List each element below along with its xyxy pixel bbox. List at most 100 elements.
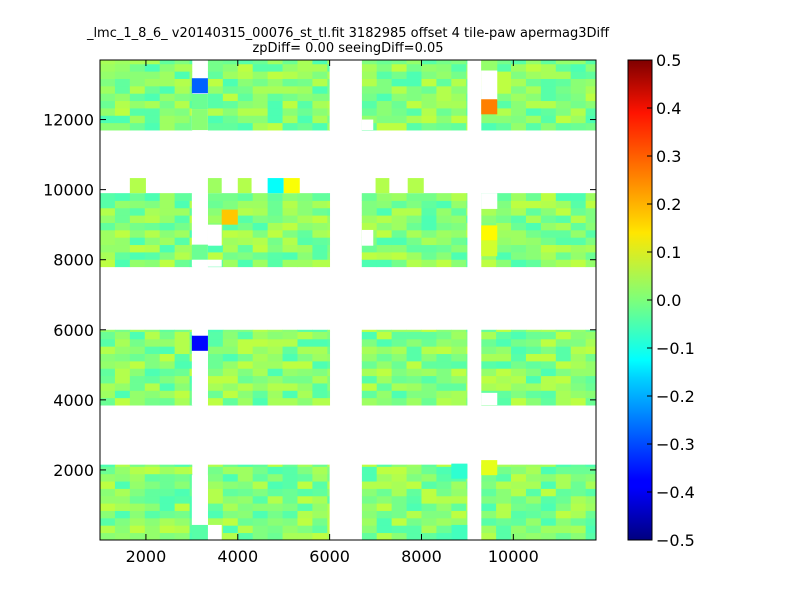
heatmap-tile	[327, 397, 331, 406]
heatmap-tile	[174, 338, 190, 347]
heatmap-tile	[570, 525, 587, 534]
heatmap-tile	[391, 525, 407, 534]
heatmap-tile	[100, 229, 116, 238]
heatmap-tile	[466, 63, 468, 72]
heatmap-tile	[174, 122, 190, 131]
heatmap-tile	[327, 108, 331, 116]
heatmap-tile	[144, 331, 161, 340]
heatmap-tile	[282, 60, 298, 65]
heatmap-tile	[466, 193, 468, 201]
heatmap-tile	[174, 115, 190, 124]
heatmap-tile	[267, 207, 283, 216]
heatmap-tile	[540, 338, 557, 347]
heatmap-tile	[406, 244, 422, 253]
heatmap-tile	[525, 473, 542, 482]
heatmap-tile	[237, 100, 254, 109]
heatmap-tile	[525, 193, 542, 201]
heatmap-tile	[222, 360, 239, 369]
colorbar-tick-label: −0.3	[656, 435, 695, 454]
heatmap-tile	[525, 329, 542, 332]
heatmap-tile	[540, 390, 557, 399]
heatmap-tile	[585, 488, 596, 497]
heatmap-tile	[282, 215, 298, 223]
colorbar-tick-label: 0.0	[656, 291, 681, 310]
heatmap-tile	[327, 390, 331, 399]
heatmap-tile	[376, 71, 393, 79]
heatmap-tile	[511, 71, 527, 79]
x-axis: 2000 4000 6000 8000 10000	[126, 60, 539, 566]
heatmap-tile	[267, 510, 283, 519]
heatmap-tile	[496, 78, 512, 87]
heatmap-tile	[525, 252, 542, 260]
heatmap-tile	[451, 488, 467, 497]
heatmap-tile	[282, 510, 298, 519]
heatmap-tile	[361, 200, 378, 209]
heatmap-tile	[237, 215, 254, 223]
heatmap-tile	[540, 215, 557, 223]
heatmap-tile	[144, 115, 161, 124]
heatmap-tile	[376, 517, 393, 526]
heatmap-tile	[525, 466, 542, 475]
heatmap-tile	[511, 390, 527, 399]
heatmap-tile	[312, 78, 328, 87]
heatmap-tile	[496, 532, 512, 540]
heatmap-tile	[129, 259, 146, 268]
heatmap-tile	[406, 207, 422, 216]
heatmap-tile	[282, 200, 298, 209]
heatmap-tile	[406, 464, 422, 467]
heatmap-tile	[361, 71, 378, 79]
heatmap-tile	[421, 473, 437, 482]
heatmap-tile	[391, 100, 407, 109]
heatmap-tile	[555, 464, 572, 467]
heatmap-tile	[376, 346, 393, 355]
heatmap-tile	[144, 200, 161, 209]
heatmap-tile	[312, 207, 328, 216]
heatmap-tile	[451, 375, 467, 384]
heatmap-tile	[144, 517, 161, 526]
heatmap-tile	[436, 329, 452, 332]
heatmap-tile	[144, 78, 161, 87]
heatmap-tile	[555, 360, 572, 369]
heatmap-tile	[282, 193, 298, 201]
heatmap-tile	[312, 122, 328, 131]
heatmap-tile	[282, 375, 298, 384]
heatmap-tile	[222, 63, 239, 72]
heatmap-tile	[327, 63, 331, 72]
heatmap-tile	[361, 63, 378, 72]
heatmap-tile	[585, 360, 596, 369]
heatmap-tile	[252, 525, 269, 534]
plot-frame	[99, 59, 597, 541]
heatmap-tile	[222, 108, 239, 116]
heatmap-tile	[144, 353, 161, 362]
heatmap-tile	[391, 122, 407, 131]
heatmap-tile	[585, 329, 596, 332]
heatmap-tile	[129, 229, 146, 238]
heatmap-tile	[496, 222, 512, 231]
heatmap-tile	[511, 237, 527, 246]
heatmap-tile	[496, 200, 512, 209]
heatmap-tile	[174, 532, 190, 540]
heatmap-tile	[421, 63, 437, 72]
heatmap-tile	[100, 383, 116, 391]
heatmap-tile	[144, 193, 161, 201]
heatmap-tile	[585, 503, 596, 511]
heatmap-tile	[207, 397, 224, 406]
heatmap-tile	[436, 100, 452, 109]
heatmap-tile	[129, 244, 146, 253]
heatmap-tile	[207, 495, 224, 504]
heatmap-tile	[129, 200, 146, 209]
heatmap-tile	[237, 252, 254, 260]
heatmap-tile	[361, 353, 378, 362]
heatmap-tile	[361, 259, 378, 268]
heatmap-tile	[129, 60, 146, 65]
y-tick-label: 10000	[43, 181, 94, 200]
heatmap-tile	[511, 510, 527, 519]
heatmap-tile	[252, 368, 269, 377]
heatmap-tile	[282, 383, 298, 391]
heatmap-tile	[496, 488, 512, 497]
heatmap-tile	[451, 215, 467, 223]
heatmap-tile	[252, 346, 269, 355]
heatmap-tile	[555, 222, 572, 231]
heatmap-tile	[207, 383, 224, 391]
heatmap-tile	[129, 517, 146, 526]
